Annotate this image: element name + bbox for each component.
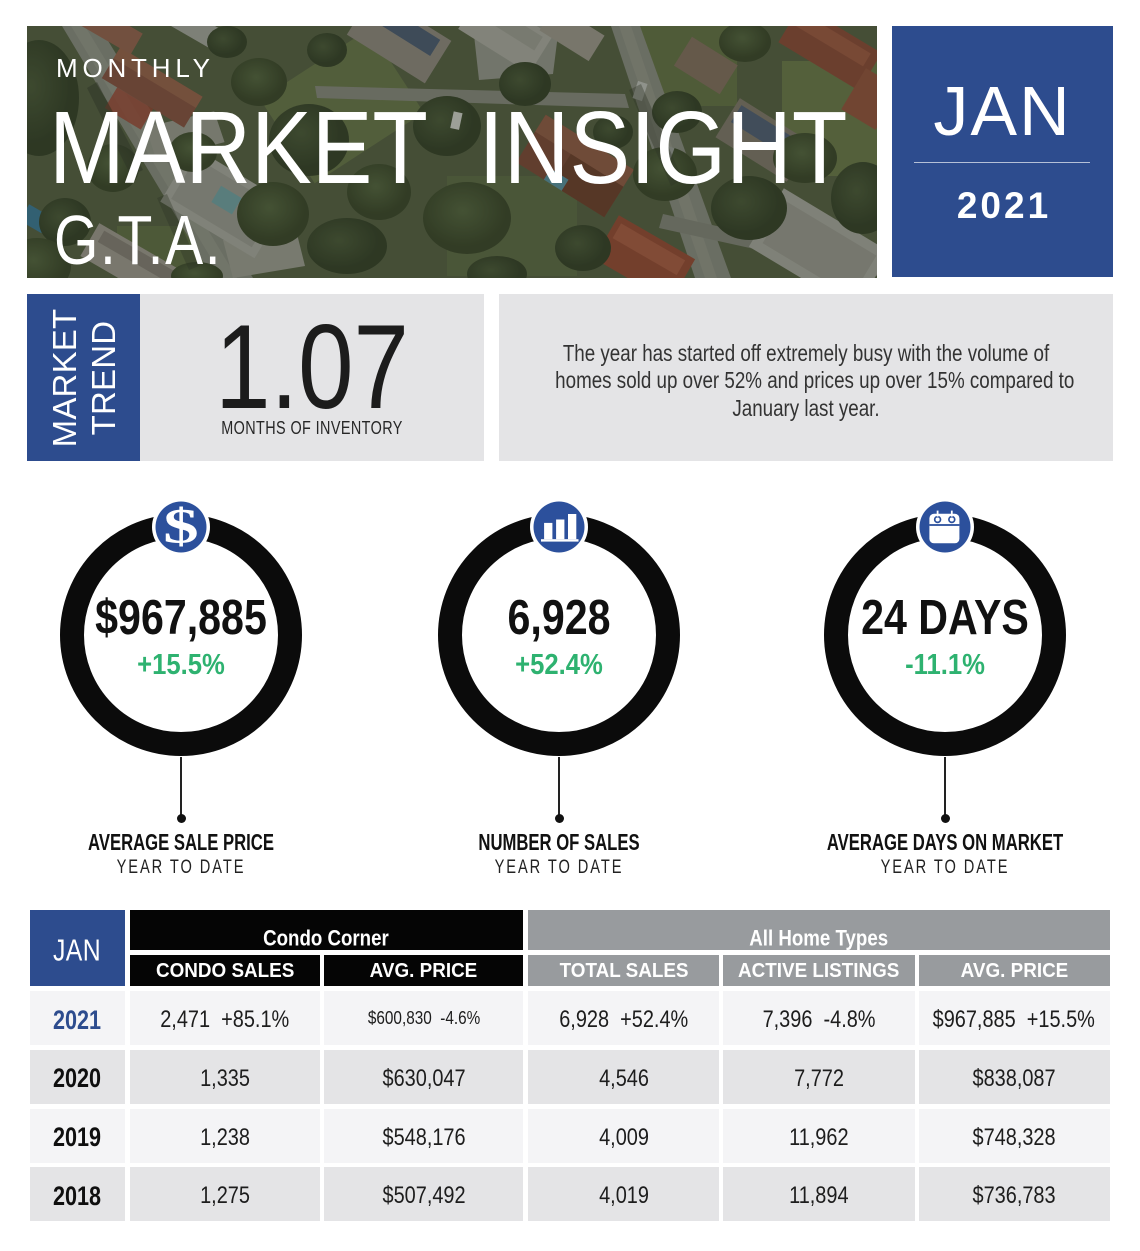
- svg-text:$: $: [163, 499, 199, 554]
